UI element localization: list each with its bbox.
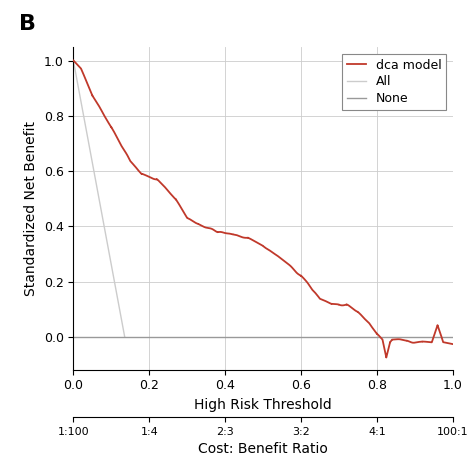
dca model: [199, 223, 204, 228]
dca model: [170, 194, 176, 200]
Legend: dca model, All, None: dca model, All, None: [342, 54, 447, 110]
dca model: [290, 265, 295, 271]
dca model: [71, 58, 76, 64]
dca model: [267, 248, 273, 254]
dca model: [168, 191, 173, 197]
X-axis label: High Risk Threshold: High Risk Threshold: [194, 398, 332, 412]
Y-axis label: Standardized Net Benefit: Standardized Net Benefit: [24, 121, 38, 296]
dca model: [383, 355, 389, 360]
X-axis label: Cost: Benefit Ratio: Cost: Benefit Ratio: [198, 442, 328, 456]
dca model: [444, 340, 449, 346]
Text: B: B: [19, 14, 36, 34]
dca model: [450, 341, 456, 347]
Line: dca model: dca model: [73, 61, 453, 357]
